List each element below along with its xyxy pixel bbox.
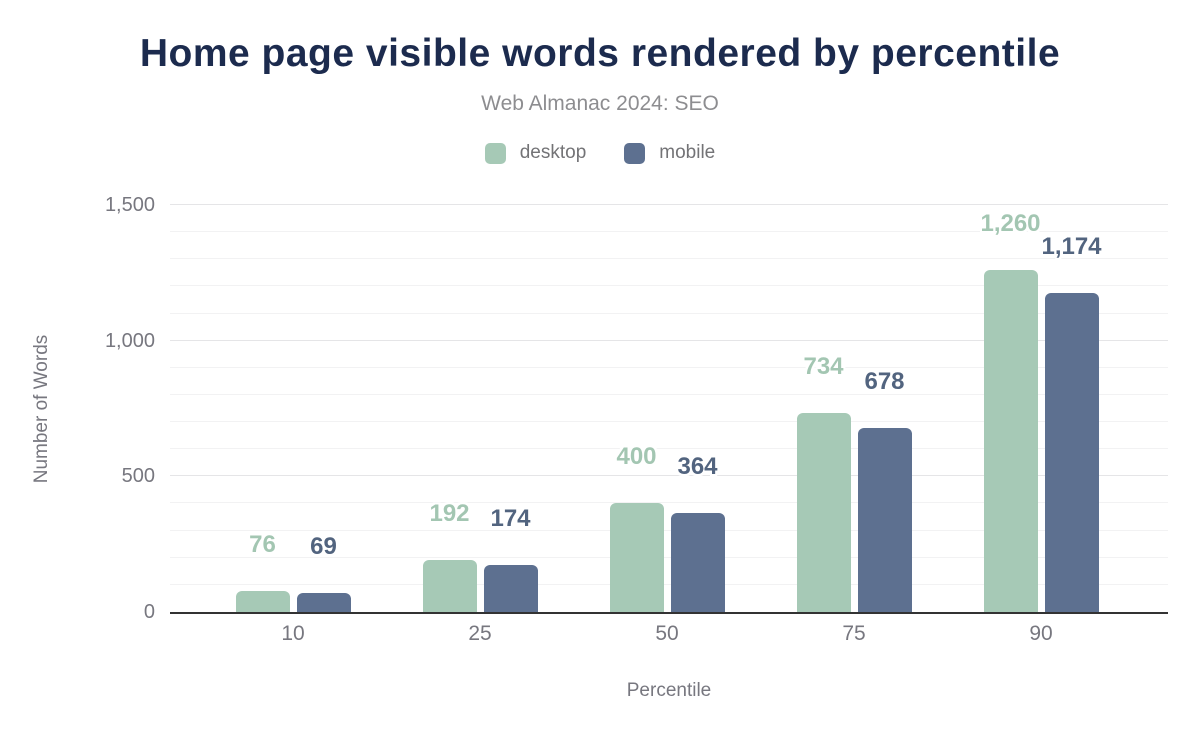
- y-tick-label: 1,000: [104, 329, 155, 352]
- x-axis-title: Percentile: [626, 680, 712, 701]
- minor-gridline: [170, 393, 1168, 395]
- desktop-bar: [609, 503, 664, 612]
- minor-gridline: [170, 556, 1168, 558]
- mobile-bar: [1044, 293, 1099, 612]
- desktop-swatch-icon: [484, 142, 506, 164]
- minor-gridline: [170, 448, 1168, 450]
- x-tick-label: 75: [842, 622, 866, 645]
- minor-gridline: [170, 285, 1168, 287]
- desktop-bar-value: 192: [429, 499, 470, 527]
- desktop-bar: [235, 591, 290, 612]
- x-tick-label: 90: [1029, 622, 1053, 645]
- mobile-bar-value: 1,174: [1041, 233, 1102, 261]
- legend-item-desktop: desktop: [484, 142, 587, 164]
- desktop-bar: [796, 412, 851, 612]
- chart-subtitle: Web Almanac 2024: SEO: [481, 92, 719, 115]
- y-axis-title: Number of Words: [31, 334, 52, 483]
- minor-gridline: [170, 502, 1168, 504]
- minor-gridline: [170, 366, 1168, 368]
- desktop-bar-value: 400: [616, 443, 657, 471]
- mobile-bar-value: 364: [677, 453, 718, 481]
- x-tick-label: 25: [468, 622, 492, 645]
- minor-gridline: [170, 583, 1168, 585]
- y-tick-label: 500: [121, 465, 155, 488]
- minor-gridline: [170, 421, 1168, 423]
- legend-label-mobile: mobile: [659, 142, 716, 163]
- mobile-bar-value: 678: [864, 368, 905, 396]
- desktop-bar-value: 1,260: [980, 210, 1041, 238]
- major-gridline: [170, 475, 1168, 477]
- desktop-bar: [422, 559, 477, 612]
- legend: desktop mobile: [0, 142, 1200, 164]
- minor-gridline: [170, 312, 1168, 314]
- minor-gridline: [170, 231, 1168, 233]
- major-gridline: [170, 339, 1168, 341]
- plot-area: Number of Words Percentile 0 500 1,000 1,50…: [31, 194, 1168, 701]
- minor-gridline: [170, 529, 1168, 531]
- y-tick-label: 0: [143, 601, 155, 623]
- desktop-bar-value: 734: [803, 352, 844, 380]
- mobile-bar: [483, 564, 538, 612]
- mobile-bar: [670, 513, 725, 612]
- mobile-bar: [857, 428, 912, 612]
- x-tick-label: 50: [655, 622, 679, 645]
- legend-label-desktop: desktop: [519, 142, 587, 163]
- chart-title: Home page visible words rendered by perc…: [139, 32, 1061, 75]
- minor-gridline: [170, 258, 1168, 260]
- mobile-bar: [296, 593, 351, 612]
- y-tick-label: 1,500: [104, 194, 155, 216]
- mobile-swatch-icon: [624, 142, 646, 164]
- mobile-bar-value: 174: [490, 504, 531, 532]
- x-tick-label: 10: [281, 622, 305, 645]
- desktop-bar: [983, 270, 1038, 612]
- desktop-bar-value: 76: [249, 531, 276, 559]
- major-gridline: [170, 204, 1168, 205]
- mobile-bar-value: 69: [310, 533, 337, 561]
- legend-item-mobile: mobile: [624, 142, 715, 164]
